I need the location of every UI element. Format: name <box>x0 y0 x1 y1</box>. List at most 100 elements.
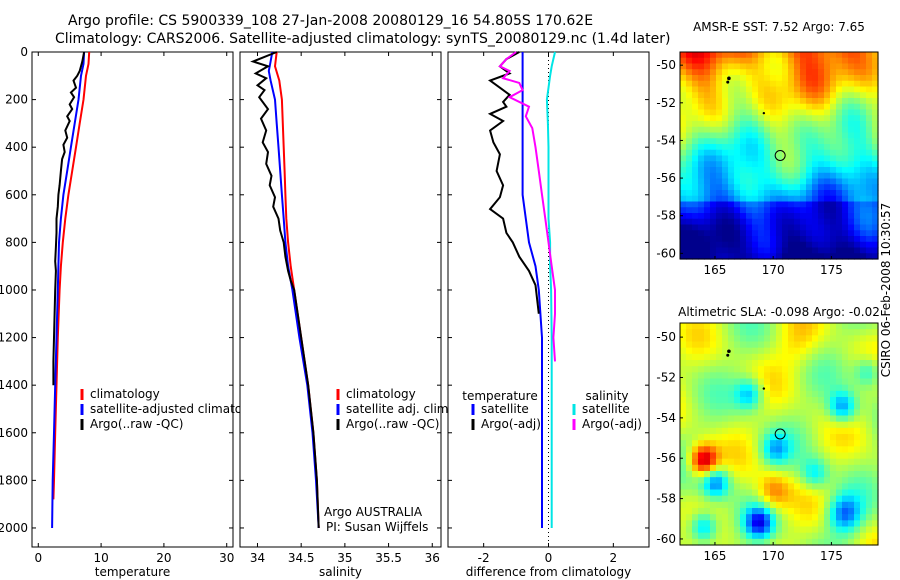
map-cell <box>812 178 819 185</box>
map-cell <box>872 366 879 373</box>
map-cell <box>794 149 801 157</box>
map-cell <box>686 98 693 105</box>
map-cell <box>680 224 687 231</box>
map-cell <box>776 471 783 478</box>
map-cell <box>776 69 783 76</box>
map-cell <box>800 452 807 460</box>
map-cell <box>854 440 861 447</box>
map-cell <box>770 440 777 447</box>
map-cell <box>788 427 795 435</box>
map-cell <box>806 230 813 237</box>
map-cell <box>704 477 711 484</box>
map-cell <box>740 335 747 343</box>
map-cell <box>710 329 717 336</box>
map-cell <box>800 366 807 373</box>
map-cell <box>716 115 723 122</box>
map-cell <box>836 427 843 435</box>
map-cell <box>836 241 843 249</box>
map-cell <box>860 372 867 380</box>
map-cell <box>704 207 711 214</box>
map-cell <box>824 115 831 122</box>
map-cell <box>722 323 729 330</box>
map-cell <box>770 520 777 528</box>
map-cell <box>788 98 795 105</box>
map-cell <box>824 458 831 466</box>
map-cell <box>818 115 825 122</box>
map-cell <box>764 103 771 111</box>
map-cell <box>788 397 795 404</box>
map-cell <box>806 489 813 497</box>
map-cell <box>830 421 837 429</box>
map-cell <box>692 415 699 423</box>
map-cell <box>836 483 843 491</box>
map-cell <box>818 347 825 355</box>
map-cell <box>854 69 861 76</box>
map-cell <box>728 323 735 330</box>
map-cell <box>746 80 753 88</box>
map-cell <box>860 80 867 88</box>
map-cell <box>872 514 879 521</box>
map-cell <box>734 335 741 343</box>
map-cell <box>782 427 789 435</box>
map-cell <box>728 126 735 134</box>
x-tick-label: -2 <box>478 551 490 565</box>
map-cell <box>710 397 717 404</box>
map-cell <box>842 132 849 139</box>
map-cell <box>680 253 687 260</box>
map-cell <box>704 526 711 534</box>
map-cell <box>746 323 753 330</box>
map-cell <box>830 57 837 65</box>
map-cell <box>854 224 861 231</box>
map-cell <box>800 434 807 441</box>
map-cell <box>794 126 801 134</box>
map-cell <box>860 121 867 128</box>
map-cell <box>764 63 771 70</box>
map-cell <box>806 446 813 454</box>
map-cell <box>872 213 879 220</box>
map-cell <box>860 538 867 546</box>
map-cell <box>812 360 819 367</box>
map-cell <box>704 366 711 373</box>
map-cell <box>788 384 795 392</box>
map-cell <box>818 452 825 460</box>
map-cell <box>848 452 855 460</box>
map-cell <box>722 52 729 59</box>
map-cell <box>824 184 831 191</box>
map-cell <box>800 526 807 534</box>
map-cell <box>806 347 813 355</box>
map-cell <box>830 390 837 398</box>
map-cell <box>794 538 801 546</box>
map-cell <box>758 207 765 214</box>
map-cell <box>830 52 837 59</box>
map-cell <box>680 138 687 145</box>
map-cell <box>728 69 735 76</box>
map-cell <box>740 126 747 134</box>
map-cell <box>680 495 687 503</box>
map-cell <box>806 224 813 231</box>
map-cell <box>794 452 801 460</box>
map-cell <box>854 126 861 134</box>
map-cell <box>830 253 837 260</box>
map-cell <box>716 167 723 174</box>
map-cell <box>692 508 699 515</box>
map-cell <box>728 138 735 145</box>
map-cell <box>872 167 879 174</box>
map-cell <box>842 121 849 128</box>
map-cell <box>806 323 813 330</box>
map-cell <box>770 471 777 478</box>
map-cell <box>716 224 723 231</box>
map-cell <box>872 75 879 82</box>
map-cell <box>812 69 819 76</box>
map-cell <box>728 477 735 484</box>
map-cell <box>794 236 801 243</box>
map-cell <box>758 92 765 99</box>
map-cell <box>716 57 723 65</box>
map-cell <box>734 440 741 447</box>
map-cell <box>812 526 819 534</box>
map-cell <box>842 69 849 76</box>
map-cell <box>812 520 819 528</box>
map-cell <box>860 253 867 260</box>
map-cell <box>860 353 867 361</box>
map-cell <box>782 144 789 151</box>
map-cell <box>806 390 813 398</box>
